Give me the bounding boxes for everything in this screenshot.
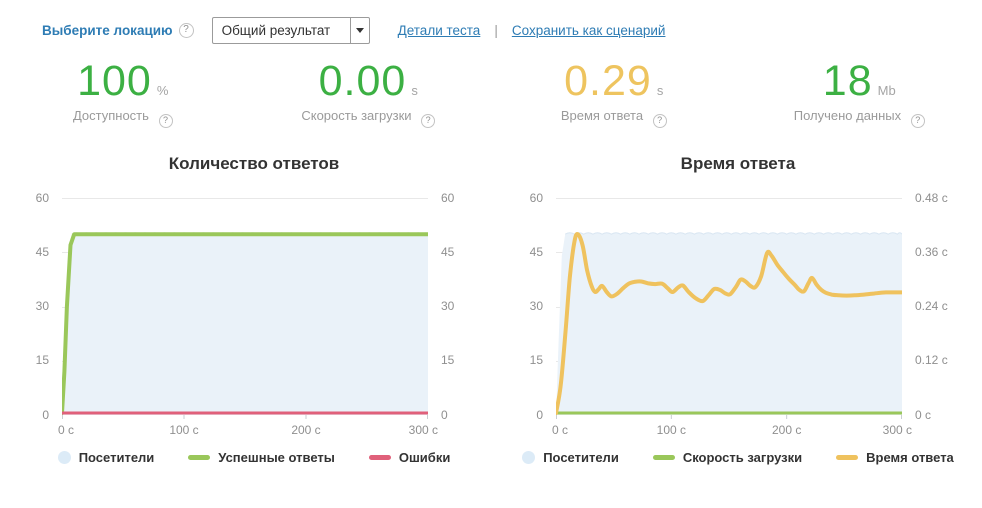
save-scenario-link[interactable]: Сохранить как сценарий	[511, 22, 666, 38]
metric-unit: s	[411, 83, 418, 98]
chart-legend: Посетители Успешные ответы Ошибки	[22, 450, 486, 465]
metric-unit: Mb	[877, 83, 896, 98]
legend-label: Ошибки	[398, 449, 451, 465]
chevron-down-icon	[349, 17, 369, 43]
metric-label: Получено данных	[793, 108, 902, 123]
legend-label: Посетители	[543, 449, 619, 465]
help-icon[interactable]: ?	[652, 113, 667, 128]
choose-location-link[interactable]: Выберите локацию	[42, 22, 173, 38]
x-axis-label: 0 с	[58, 422, 75, 437]
y-axis-label: 0 с	[915, 407, 932, 422]
result-select[interactable]: Общий результат	[211, 16, 370, 44]
y-axis-label: 60	[35, 190, 49, 205]
y-axis-label: 0.48 с	[915, 190, 948, 205]
metric-data-received: 18 Mb Получено данных ?	[737, 60, 982, 128]
y-axis-label: 30	[441, 299, 455, 313]
chart-legend: Посетители Скорость загрузки Время ответа	[516, 450, 960, 465]
y-axis-label: 0	[441, 407, 448, 422]
result-select-value: Общий результат	[221, 22, 331, 38]
y-axis-label: 60	[441, 190, 455, 205]
metric-unit: %	[156, 83, 169, 98]
metric-unit: s	[656, 83, 664, 98]
y-axis-left: 60 45 30 15 0	[22, 191, 62, 422]
legend-label: Посетители	[78, 449, 155, 465]
y-axis-label: 0	[536, 407, 543, 422]
x-axis: 0 с 100 с 200 с 300 с	[552, 421, 912, 438]
metric-availability: 100% Доступность ?	[0, 60, 246, 128]
y-axis-label: 0.12 с	[915, 353, 948, 368]
y-axis-label: 45	[441, 244, 455, 259]
x-axis-label: 200 с	[771, 422, 802, 437]
y-axis-label: 30	[529, 299, 543, 313]
metric-label: Скорость загрузки	[301, 108, 412, 123]
legend-marker-icon	[57, 450, 71, 464]
legend-label: Скорость загрузки	[682, 449, 803, 465]
responses-chart: Количество ответов 60 45 30 15 0 0 с 100 с 200…	[22, 154, 486, 465]
legend-item[interactable]: Скорость загрузки	[652, 449, 803, 465]
metric-label: Время ответа	[560, 108, 644, 123]
help-icon[interactable]: ?	[158, 113, 173, 128]
chart-plot-area[interactable]: 0 с 100 с 200 с 300 с	[552, 197, 912, 438]
metric-value: 0.00	[318, 57, 407, 105]
y-axis-label: 15	[441, 353, 455, 368]
metric-value: 0.29	[564, 57, 652, 105]
legend-marker-icon	[188, 454, 211, 460]
metric-label: Доступность	[72, 108, 149, 123]
legend-label: Успешные ответы	[218, 449, 335, 465]
response-time-chart: Время ответа 60 45 30 15 0 0 с 100 с 200 с 300 …	[516, 154, 960, 465]
x-axis-label: 300 с	[882, 422, 912, 437]
toolbar: Выберите локацию ? Общий результат Детал…	[0, 0, 982, 44]
y-axis-label: 0.24 с	[915, 299, 948, 313]
metric-response-time: 0.29 s Время ответа ?	[491, 60, 737, 128]
help-icon[interactable]: ?	[910, 113, 925, 128]
chart-title: Время ответа	[680, 153, 796, 173]
chart-canvas[interactable]	[556, 197, 902, 420]
x-axis-label: 200 с	[291, 422, 321, 437]
charts-row: Количество ответов 60 45 30 15 0 0 с 100 с 200…	[0, 154, 982, 465]
x-axis-label: 100 с	[169, 422, 199, 437]
y-axis-label: 15	[35, 353, 49, 368]
help-icon[interactable]: ?	[178, 22, 194, 38]
legend-marker-icon	[368, 454, 391, 460]
legend-item[interactable]: Посетители	[57, 449, 155, 465]
y-axis-label: 45	[35, 244, 49, 259]
legend-marker-icon	[652, 454, 675, 460]
legend-item[interactable]: Посетители	[522, 450, 619, 465]
legend-item[interactable]: Время ответа	[836, 450, 954, 465]
test-details-link[interactable]: Детали теста	[397, 22, 481, 38]
y-axis-label: 60	[529, 190, 543, 205]
legend-item[interactable]: Ошибки	[368, 449, 451, 465]
y-axis-left: 60 45 30 15 0	[516, 191, 556, 422]
y-axis-label: 30	[35, 299, 49, 313]
x-axis-label: 300 с	[408, 422, 438, 437]
x-axis-label: 0 с	[552, 422, 569, 437]
legend-item[interactable]: Успешные ответы	[188, 450, 335, 465]
summary-metrics: 100% Доступность ? 0.00 s Скорость загруз…	[0, 60, 982, 128]
y-axis-label: 0	[42, 407, 49, 422]
y-axis-label: 0.36 с	[915, 244, 948, 259]
y-axis-label: 45	[529, 244, 543, 259]
help-icon[interactable]: ?	[421, 113, 436, 128]
metric-value: 100	[77, 57, 152, 105]
y-axis-right: 0.48 с 0.36 с 0.24 с 0.12 с 0 с	[902, 191, 960, 422]
separator: |	[494, 22, 498, 38]
chart-canvas[interactable]	[62, 197, 428, 420]
legend-marker-icon	[836, 454, 859, 460]
metric-load-speed: 0.00 s Скорость загрузки ?	[246, 60, 492, 128]
chart-plot-area[interactable]: 0 с 100 с 200 с 300 с	[58, 197, 438, 438]
legend-marker-icon	[522, 450, 536, 464]
chart-title: Количество ответов	[168, 153, 340, 173]
y-axis-label: 15	[529, 353, 543, 368]
x-axis: 0 с 100 с 200 с 300 с	[58, 421, 438, 438]
legend-label: Время ответа	[866, 449, 954, 465]
metric-value: 18	[822, 57, 873, 105]
x-axis-label: 100 с	[656, 422, 687, 437]
y-axis-right: 60 45 30 15 0	[428, 191, 486, 422]
